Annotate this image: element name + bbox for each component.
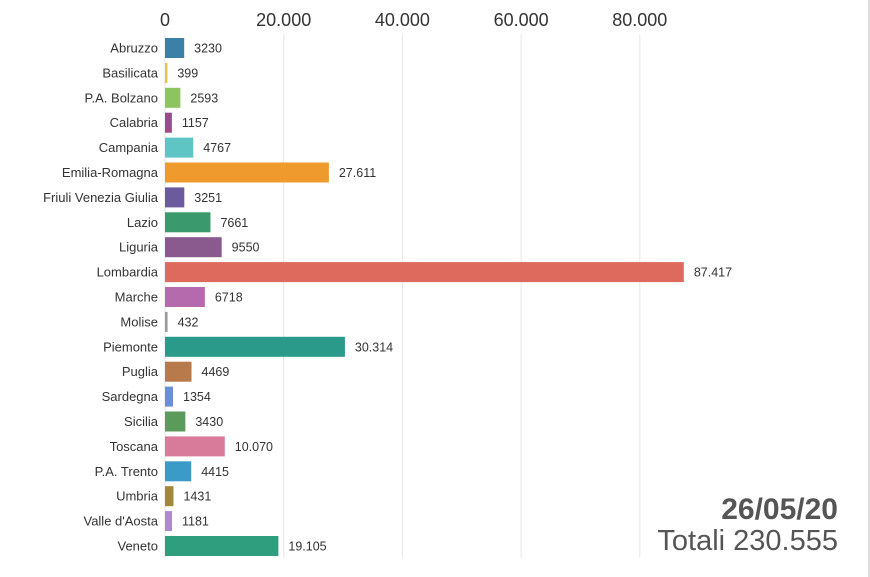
bars [165,38,684,556]
category-label: Valle d'Aosta [83,514,158,529]
category-label: Sardegna [102,389,159,404]
value-label: 1431 [183,490,211,504]
value-label: 1157 [182,116,209,130]
x-tick-label: 20.000 [256,10,311,30]
value-label: 10.070 [235,440,273,454]
bar-calabria [165,112,172,133]
value-label: 399 [177,66,198,80]
bar-sicilia [165,411,186,432]
bar-umbria [165,486,174,507]
bar-p-a-trento [165,461,192,482]
category-label: Veneto [118,539,159,554]
category-label: Molise [120,314,158,329]
bar-marche [165,287,205,307]
value-label: 9550 [232,241,260,255]
category-label: P.A. Bolzano [85,90,158,105]
value-label: 19.105 [288,540,326,554]
bar-toscana [165,436,225,457]
bar-sardegna [165,386,174,407]
bar-campania [165,137,194,158]
frame-edge [868,0,870,577]
value-label: 1181 [182,515,209,529]
category-label: Campania [99,140,159,155]
category-label: Piemonte [103,339,158,354]
category-label: Toscana [110,439,159,454]
x-tick-label: 80.000 [612,10,667,30]
bar-p-a-bolzano [165,87,181,108]
category-label: Lazio [127,215,158,230]
bar-basilicata [165,62,168,83]
value-label: 3230 [194,42,222,56]
date-label: 26/05/20 [721,493,838,526]
bar-piemonte [165,336,345,357]
category-label: Abruzzo [110,41,158,56]
value-label: 30.314 [355,340,393,354]
bar-veneto [165,536,279,556]
x-axis-ticks: 0 20.000 40.000 60.000 80.000 [160,10,667,30]
value-label: 6718 [215,291,243,305]
labels: Abruzzo 3230 Basilicata 399 P.A. Bolzano 2593… [43,41,732,554]
value-label: 3430 [195,415,223,429]
bar-valle-d-aosta [165,511,173,532]
category-label: Sicilia [124,414,159,429]
x-tick-label: 60.000 [494,10,549,30]
value-label: 27.611 [339,166,376,180]
x-tick-label: 0 [160,10,170,30]
category-label: Puglia [122,364,159,379]
value-label: 7661 [220,216,248,230]
bar-lazio [165,212,211,233]
category-label: P.A. Trento [95,464,158,479]
category-label: Calabria [110,115,159,130]
value-label: 4469 [202,365,230,379]
category-label: Friuli Venezia Giulia [43,190,159,205]
bar-abruzzo [165,38,185,58]
value-label: 4415 [201,465,229,479]
value-label: 87.417 [694,266,732,280]
bar-molise [165,311,168,332]
value-label: 1354 [183,390,211,404]
total-label: Totali 230.555 [657,525,838,557]
bar-puglia [165,361,192,382]
category-label: Emilia-Romagna [62,165,159,180]
category-label: Lombardia [97,265,159,280]
bar-emilia-romagna [165,162,329,183]
bar-friuli-venezia-giulia [165,187,185,208]
category-label: Liguria [119,240,159,255]
bar-lombardia [165,262,684,283]
value-label: 4767 [203,141,231,155]
value-label: 3251 [194,191,222,205]
category-label: Marche [115,290,158,305]
category-label: Basilicata [102,65,158,80]
x-tick-label: 40.000 [375,10,430,30]
value-label: 2593 [190,91,218,105]
value-label: 432 [178,315,199,329]
bar-liguria [165,237,222,258]
category-label: Umbria [116,489,159,504]
